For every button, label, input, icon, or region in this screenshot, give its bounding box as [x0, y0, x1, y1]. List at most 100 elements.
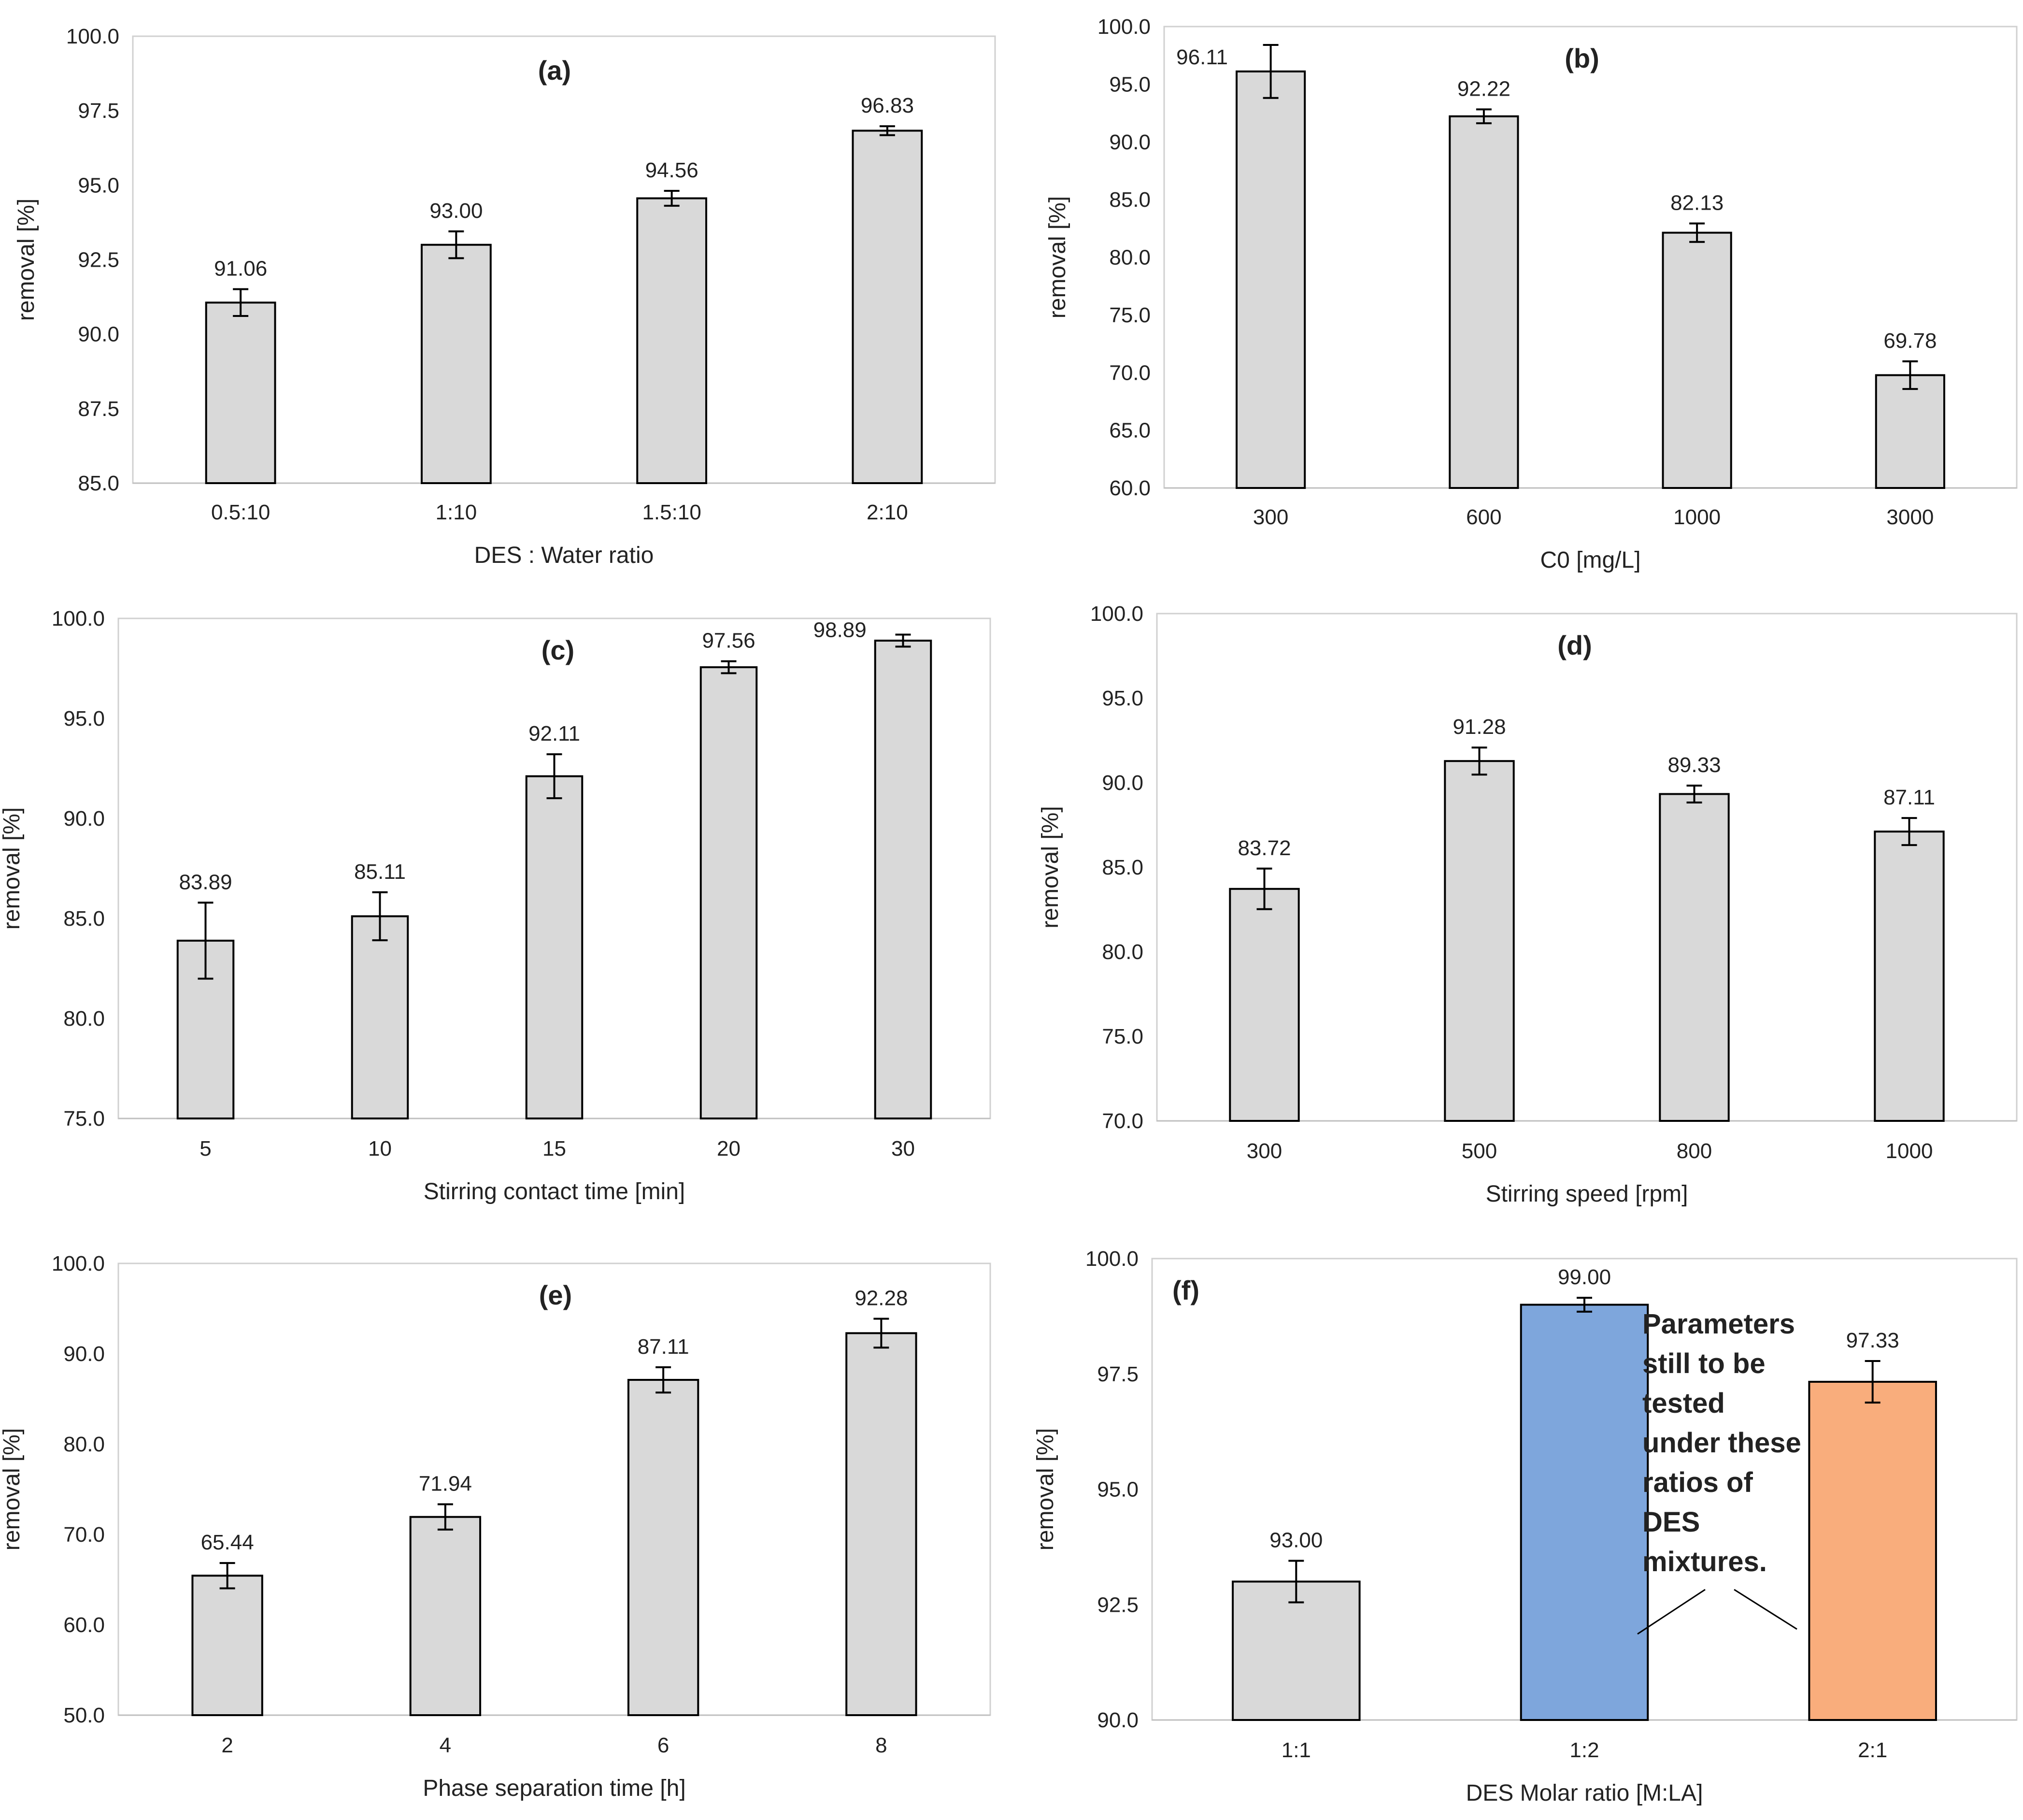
bar — [1808, 1380, 1937, 1721]
bar — [845, 1332, 917, 1716]
bar — [1520, 1304, 1649, 1721]
y-tick-label: 50.0 — [63, 1704, 105, 1727]
x-axis-label: Stirring speed [rpm] — [1486, 1181, 1688, 1207]
x-tick-label: 1:2 — [1569, 1738, 1599, 1762]
x-tick-label: 20 — [717, 1137, 741, 1161]
y-tick-label: 60.0 — [63, 1613, 105, 1637]
x-tick-label: 4 — [440, 1734, 451, 1757]
bar — [1449, 115, 1519, 489]
annotation-line-1: Parameters — [1642, 1308, 1795, 1340]
bar — [627, 1379, 699, 1716]
y-tick-label: 90.0 — [1102, 771, 1143, 795]
y-tick-label: 75.0 — [63, 1107, 105, 1131]
x-tick-label: 1000 — [1886, 1139, 1933, 1163]
x-axis-label: DES Molar ratio [M:LA] — [1466, 1780, 1703, 1806]
y-tick-label: 80.0 — [63, 1433, 105, 1456]
data-label: 65.44 — [201, 1531, 254, 1554]
annotation-line-2: still to be — [1642, 1348, 1766, 1379]
x-tick-label: 2:10 — [867, 501, 908, 524]
x-tick-label: 8 — [875, 1734, 887, 1757]
y-axis-label: removal [%] — [0, 1428, 25, 1550]
data-label: 82.13 — [1670, 191, 1724, 215]
bar — [409, 1516, 482, 1716]
annotation-line-4: under these — [1642, 1427, 1801, 1459]
bar — [420, 244, 492, 484]
data-label: 93.00 — [429, 199, 483, 223]
data-label: 91.06 — [214, 257, 267, 281]
data-label: 89.33 — [1667, 753, 1721, 777]
y-tick-label: 65.0 — [1109, 419, 1151, 443]
y-tick-label: 85.0 — [63, 907, 105, 931]
y-tick-label: 85.0 — [78, 472, 119, 495]
bar — [1659, 793, 1730, 1122]
bar — [699, 666, 758, 1119]
panel-c: 75.0 80.0 85.0 90.0 95.0 100.0 83.89 5 85.11 10 92… — [0, 607, 991, 1204]
x-tick-label: 1:10 — [436, 501, 477, 524]
annotation-pointer-left — [1637, 1589, 1706, 1635]
panel-e: 50.0 60.0 70.0 80.0 90.0 100.0 65.44 2 71.94 4 87.… — [0, 1252, 991, 1801]
y-tick-label: 85.0 — [1102, 856, 1143, 879]
data-label: 87.11 — [638, 1335, 689, 1359]
x-axis-label: Phase separation time [h] — [423, 1776, 685, 1801]
data-label: 96.11 — [1176, 45, 1228, 69]
y-tick-label: 75.0 — [1102, 1025, 1143, 1048]
y-tick-label: 100.0 — [52, 1252, 105, 1275]
x-tick-label: 5 — [199, 1137, 211, 1161]
x-tick-label: 300 — [1247, 1139, 1282, 1163]
y-tick-label: 80.0 — [1109, 246, 1151, 270]
data-label: 92.22 — [1457, 77, 1510, 100]
y-tick-label: 87.5 — [78, 397, 119, 421]
panel-f: 90.0 92.5 95.0 97.5 100.0 93.00 1:1 99.00 1:2 97.… — [1033, 1247, 2018, 1806]
y-tick-label: 100.0 — [1097, 15, 1151, 39]
x-tick-label: 3000 — [1886, 505, 1934, 529]
y-tick-label: 95.0 — [63, 707, 105, 731]
x-tick-label: 2:1 — [1858, 1738, 1887, 1762]
x-tick-label: 300 — [1253, 505, 1288, 529]
x-tick-label: 1:1 — [1282, 1738, 1311, 1762]
bar — [205, 301, 276, 484]
y-tick-label: 100.0 — [1085, 1247, 1139, 1271]
bar — [1662, 231, 1732, 489]
annotation-line-6: DES — [1642, 1506, 1700, 1538]
y-tick-label: 70.0 — [1109, 361, 1151, 385]
y-tick-label: 90.0 — [1109, 130, 1151, 154]
y-tick-label: 100.0 — [52, 607, 105, 631]
annotation-line-7: mixtures. — [1642, 1546, 1767, 1577]
bar — [191, 1575, 263, 1716]
y-tick-label: 92.5 — [78, 248, 119, 272]
y-axis-label: removal [%] — [1045, 196, 1070, 318]
panel-title: (e) — [539, 1280, 572, 1310]
data-label: 93.00 — [1269, 1529, 1323, 1552]
panel-d: 70.0 75.0 80.0 85.0 90.0 95.0 100.0 83.72 300 91.… — [1038, 602, 2018, 1207]
panel-title: (a) — [538, 55, 571, 86]
x-tick-label: 600 — [1466, 505, 1501, 529]
bar — [525, 775, 584, 1119]
bar — [1232, 1580, 1361, 1721]
data-label: 96.83 — [861, 94, 914, 117]
y-tick-label: 100.0 — [1090, 602, 1143, 626]
y-tick-label: 90.0 — [78, 323, 119, 346]
x-tick-label: 2 — [221, 1734, 233, 1757]
x-axis-label: C0 [mg/L] — [1540, 547, 1640, 573]
bar — [1875, 374, 1945, 489]
bar — [636, 197, 708, 484]
x-tick-label: 1.5:10 — [642, 501, 701, 524]
y-tick-label: 60.0 — [1109, 476, 1151, 500]
y-tick-label: 80.0 — [1102, 940, 1143, 964]
y-tick-label: 97.5 — [1097, 1362, 1139, 1386]
data-label: 98.89 — [813, 618, 867, 642]
y-tick-label: 90.0 — [63, 807, 105, 831]
x-tick-label: 800 — [1677, 1139, 1712, 1163]
data-label: 71.94 — [419, 1472, 472, 1496]
y-tick-label: 95.0 — [78, 173, 119, 197]
panel-f-annotation: Parameters still to be tested under thes… — [1637, 1308, 1801, 1635]
bar — [874, 639, 932, 1119]
y-tick-label: 85.0 — [1109, 188, 1151, 212]
y-tick-label: 100.0 — [66, 25, 119, 48]
x-axis-label: Stirring contact time [min] — [424, 1179, 685, 1204]
annotation-line-3: tested — [1642, 1388, 1725, 1419]
y-tick-label: 90.0 — [1097, 1708, 1139, 1732]
annotation-pointer-right — [1734, 1589, 1797, 1630]
data-label: 92.11 — [528, 722, 580, 745]
